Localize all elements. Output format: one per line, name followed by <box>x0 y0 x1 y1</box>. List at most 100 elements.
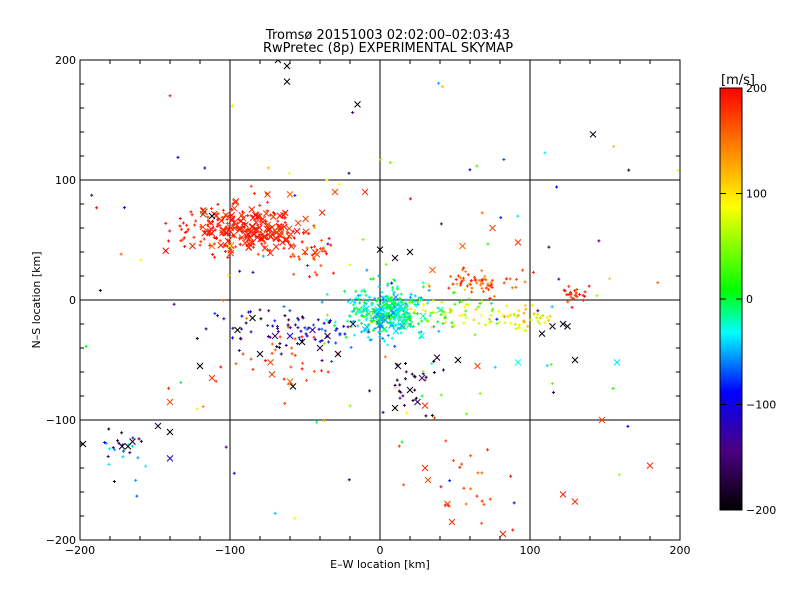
data-point <box>344 335 348 339</box>
data-point <box>569 291 573 295</box>
data-point <box>444 320 448 324</box>
data-point <box>275 345 279 349</box>
data-point <box>402 403 406 407</box>
data-point <box>134 478 138 482</box>
data-point <box>358 293 362 297</box>
data-point <box>413 294 417 298</box>
data-point <box>550 305 554 309</box>
data-point-cross <box>301 248 309 256</box>
data-point <box>346 319 350 323</box>
data-point <box>216 202 220 206</box>
data-point <box>395 285 399 289</box>
data-point <box>551 390 555 394</box>
data-point <box>106 455 110 459</box>
data-point <box>385 283 389 287</box>
data-point-cross <box>549 323 556 330</box>
data-point <box>283 221 287 225</box>
data-point <box>486 282 490 286</box>
data-point <box>475 494 479 498</box>
data-point-cross <box>207 219 214 226</box>
data-point <box>354 289 358 293</box>
data-point <box>260 242 264 246</box>
data-point <box>398 296 402 300</box>
data-point <box>440 300 444 304</box>
data-point <box>293 244 297 248</box>
data-point <box>497 309 501 313</box>
data-point <box>405 411 409 415</box>
data-point <box>432 359 436 363</box>
data-point <box>295 342 299 346</box>
data-point <box>296 316 300 320</box>
data-point-cross <box>217 241 225 249</box>
data-point-cross <box>166 398 174 406</box>
data-point <box>441 85 445 89</box>
data-point <box>373 296 377 300</box>
data-point <box>412 324 416 328</box>
data-point-cross <box>285 232 293 240</box>
data-point <box>597 239 601 243</box>
data-point <box>364 302 368 306</box>
data-point-cross <box>208 374 216 382</box>
data-point-cross <box>244 230 252 238</box>
data-point <box>122 449 126 453</box>
data-point <box>410 372 414 376</box>
data-point <box>480 286 484 290</box>
data-point <box>393 344 397 348</box>
data-point-cross <box>355 308 363 316</box>
data-point <box>508 277 512 281</box>
data-point-cross <box>489 224 496 232</box>
data-point <box>475 164 479 168</box>
data-point <box>176 155 180 159</box>
data-point <box>313 270 317 274</box>
data-point <box>278 342 282 346</box>
data-point <box>318 247 322 251</box>
data-point <box>425 301 429 305</box>
data-point <box>487 321 491 325</box>
data-point <box>373 327 377 331</box>
data-point <box>573 289 577 293</box>
data-point <box>179 227 183 231</box>
data-point-cross <box>263 225 271 233</box>
data-point <box>181 237 185 241</box>
data-point <box>238 242 242 246</box>
data-point-cross <box>381 304 388 312</box>
data-point <box>240 314 244 318</box>
data-point-cross <box>219 227 226 234</box>
data-point-cross <box>208 229 216 237</box>
data-point <box>499 216 503 220</box>
data-point <box>316 318 320 322</box>
data-point <box>325 313 329 317</box>
data-point <box>282 377 286 381</box>
data-point <box>466 273 470 277</box>
data-point <box>508 321 512 325</box>
data-point <box>490 309 494 313</box>
data-point <box>120 431 124 435</box>
data-point <box>234 245 238 249</box>
data-point-cross <box>242 221 249 229</box>
data-point <box>282 305 286 309</box>
data-point <box>470 286 474 290</box>
data-point-cross <box>313 251 321 258</box>
data-point <box>437 81 441 85</box>
data-point <box>369 277 373 281</box>
data-point <box>372 319 376 323</box>
data-point <box>311 256 315 260</box>
data-point <box>225 221 229 225</box>
data-point-cross <box>429 266 436 274</box>
grid-lines <box>80 60 680 540</box>
data-point <box>358 301 362 305</box>
data-point <box>386 343 390 347</box>
data-point <box>310 245 314 249</box>
data-point <box>477 278 481 282</box>
data-point <box>325 178 329 182</box>
data-point <box>443 315 447 319</box>
chart-title: Tromsø 20151003 02:02:00–02:03:43 <box>265 28 510 43</box>
data-point <box>271 211 275 215</box>
data-point <box>108 447 112 451</box>
data-point <box>289 255 293 259</box>
data-point <box>398 396 402 400</box>
data-point <box>455 282 459 286</box>
data-point <box>550 382 554 386</box>
data-point <box>392 278 396 282</box>
data-points <box>80 60 680 538</box>
